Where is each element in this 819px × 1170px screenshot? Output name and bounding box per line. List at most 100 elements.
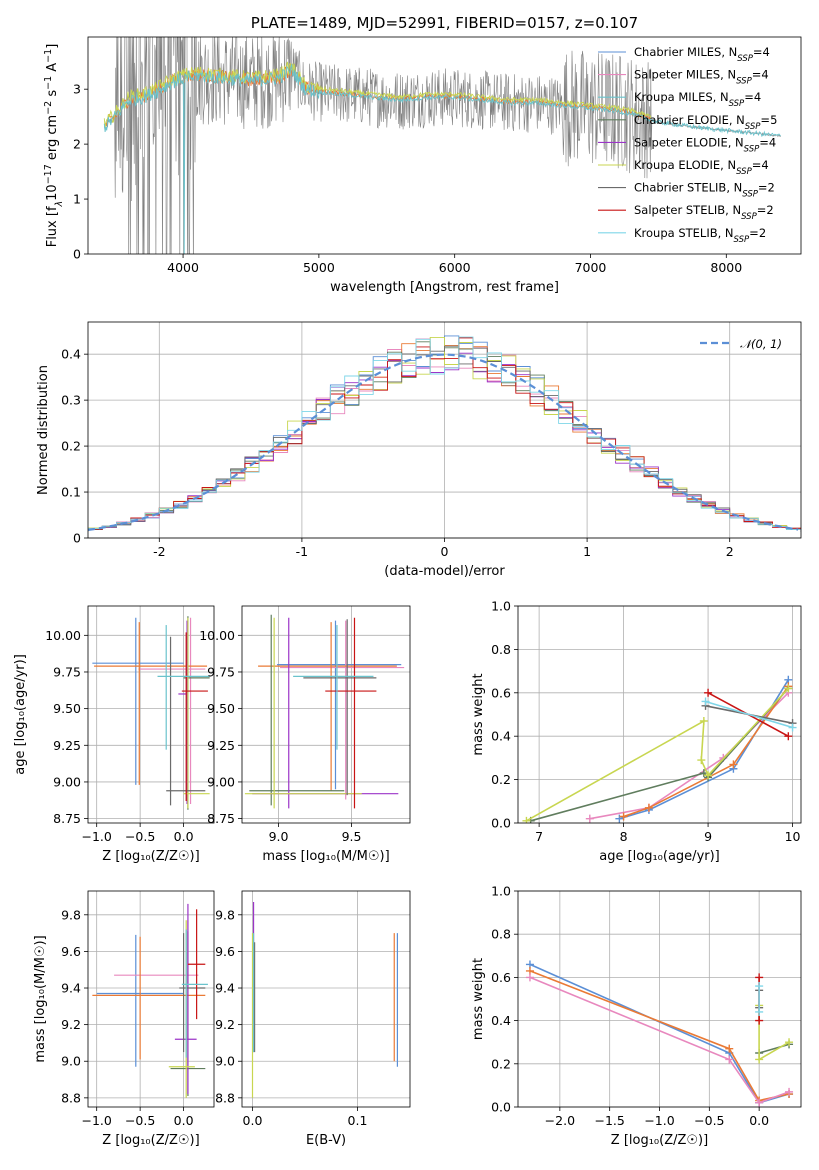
legend: 𝒩(0, 1) <box>700 337 782 351</box>
y-axis-label-part: λ <box>54 201 65 208</box>
x-axis-label: wavelength [Angstrom, rest frame] <box>330 280 559 295</box>
legend-n: , N <box>726 181 742 195</box>
legend-n: , N <box>725 203 741 217</box>
legend-eq: = <box>760 113 770 127</box>
y-tick-label: 0 <box>73 247 81 262</box>
axes-frame <box>87 321 802 539</box>
legend-sub: SSP <box>741 212 757 222</box>
legend-nssp: 2 <box>768 181 775 195</box>
weight-vs-Z-panel: −2.0 −1.5 −1.0 −0.5 0.0 0.0 0.2 0.4 0.6 0.8 1.0 Z [… <box>471 884 802 1148</box>
y-tick-label: 2 <box>73 137 81 152</box>
data-point <box>699 717 708 726</box>
y-tick-label: 0.6 <box>491 970 511 985</box>
residual-histogram <box>88 336 801 531</box>
data-point <box>697 756 706 765</box>
legend-model: Kroupa MILES <box>634 90 713 104</box>
legend-model: Chabrier MILES <box>634 45 721 59</box>
legend-sub: SSP <box>734 235 750 245</box>
data-point <box>755 1016 764 1025</box>
legend-n: , N <box>720 158 736 172</box>
x-tick-label: 0.0 <box>174 1113 194 1128</box>
axes-frame <box>517 605 802 824</box>
age-vs-Z-panel: −1.0 −0.5 0.0 8.75 9.00 9.25 9.50 9.75 10.00 Z [l… <box>13 605 215 864</box>
legend-sub: SSP <box>736 167 752 177</box>
x-tick-label: −1.0 <box>82 1113 112 1128</box>
model-spectrum-line <box>103 64 781 254</box>
y-tick-label: 9.8 <box>215 907 235 922</box>
x-tick-label: 7 <box>535 829 543 844</box>
data-point <box>788 723 797 732</box>
y-tick-label: 0.8 <box>491 642 511 657</box>
data-point <box>784 732 793 741</box>
legend-sub: SSP <box>737 54 753 64</box>
y-tick-label: 9.0 <box>215 1054 235 1069</box>
y-tick-label: 0.6 <box>491 685 511 700</box>
legend-eq: = <box>752 68 762 82</box>
legend-nssp: 5 <box>770 113 777 127</box>
y-tick-label: 8.8 <box>61 1090 81 1105</box>
mass-vs-Z-plot-area <box>92 903 208 1098</box>
data-point <box>644 803 653 812</box>
legend-label: Chabrier ELODIE, NSSP=5 <box>634 113 777 132</box>
x-axis-label: Z [log₁₀(Z/Z☉)] <box>102 1133 199 1148</box>
x-axis-label: (data-model)/error <box>384 564 505 579</box>
y-axis-label-part: erg cm <box>45 115 60 164</box>
axes-frame <box>87 605 215 824</box>
legend-label: Kroupa ELODIE, NSSP=4 <box>634 158 769 177</box>
legend-eq: = <box>752 158 762 172</box>
x-tick-label: −1.5 <box>594 1113 624 1128</box>
legend-model: Salpeter STELIB <box>634 203 725 217</box>
axes-frame <box>241 890 411 1108</box>
legend-eq: = <box>749 226 759 240</box>
y-tick-label: 9.75 <box>207 664 235 679</box>
legend-n: , N <box>718 226 734 240</box>
legend-sub: SSP <box>729 99 745 109</box>
data-point <box>525 973 534 982</box>
legend-nssp: 4 <box>763 45 770 59</box>
axes-frame <box>517 890 802 1108</box>
y-tick-label: 0.1 <box>61 485 81 500</box>
y-tick-label: 9.75 <box>53 664 81 679</box>
legend-eq: = <box>759 135 769 149</box>
x-tick-label: -2 <box>153 544 165 559</box>
y-tick-label: 0.4 <box>491 1013 511 1028</box>
y-tick-label: 9.2 <box>215 1017 235 1032</box>
x-tick-label: 1 <box>583 544 591 559</box>
data-point <box>785 1087 794 1096</box>
data-point <box>785 1038 794 1047</box>
x-tick-label: −1.0 <box>644 1113 674 1128</box>
legend-nssp: 4 <box>761 68 768 82</box>
y-tick-label: 9.0 <box>61 1054 81 1069</box>
legend-n: , N <box>713 90 729 104</box>
gaussian-curve <box>88 353 799 531</box>
y-tick-label: 0.0 <box>491 816 511 831</box>
data-point <box>615 814 624 823</box>
x-tick-label: 0.1 <box>348 1113 368 1128</box>
y-axis-label: mass [log₁₀(M/M☉)] <box>33 935 48 1062</box>
y-axis-label-part: −17 <box>43 164 54 184</box>
legend-label: Salpeter MILES, NSSP=4 <box>634 68 769 87</box>
x-tick-label: 9 <box>704 829 712 844</box>
residuals-panel: -2 -1 0 1 2 0 0.1 0.2 0.3 0.4 (data-model)/error No… <box>36 321 802 579</box>
data-point <box>755 1055 764 1064</box>
y-tick-label: 9.00 <box>53 774 81 789</box>
x-tick-label: 0.0 <box>749 1113 769 1128</box>
y-tick-label: 0.2 <box>61 439 81 454</box>
axes-frame <box>87 36 802 255</box>
y-tick-label: 9.50 <box>207 701 235 716</box>
legend-label: Kroupa STELIB, NSSP=2 <box>634 226 766 245</box>
legend-label: Chabrier MILES, NSSP=4 <box>634 45 770 64</box>
y-tick-label: 9.6 <box>61 944 81 959</box>
axes-frame <box>241 605 411 824</box>
data-point <box>755 1007 764 1016</box>
x-axis-label: mass [log₁₀(M/M☉)] <box>262 849 389 864</box>
legend-model: Salpeter ELODIE <box>634 135 728 149</box>
y-tick-label: 9.00 <box>207 774 235 789</box>
residuals-plot-area <box>88 335 801 532</box>
y-tick-label: 0.4 <box>491 729 511 744</box>
legend-sub: SSP <box>742 190 758 200</box>
axes-frame <box>87 890 215 1108</box>
y-tick-label: 1.0 <box>491 599 511 614</box>
data-point <box>522 816 531 823</box>
